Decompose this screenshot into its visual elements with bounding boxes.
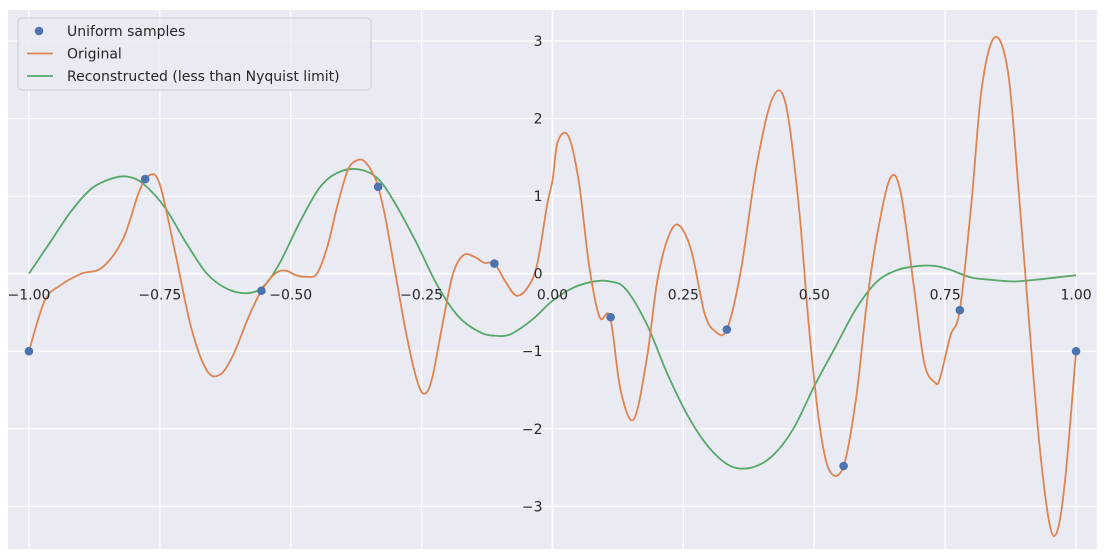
series-line-reconstructed [28, 168, 1077, 470]
y-tick-label: −3 [522, 499, 543, 515]
y-tick-label: 3 [534, 34, 543, 50]
x-tick-label: 0.00 [537, 288, 568, 304]
series-lines [28, 35, 1077, 538]
y-tick-label: 2 [534, 112, 543, 128]
sample-point [140, 174, 150, 184]
grid [8, 10, 1097, 549]
x-tick-label: −0.25 [400, 288, 443, 304]
x-tick-label: −0.75 [138, 288, 181, 304]
sample-point [606, 312, 615, 322]
legend-label: Reconstructed (less than Nyquist limit) [67, 69, 340, 85]
sample-point [1071, 346, 1081, 356]
series-line-original [28, 35, 1077, 538]
sample-point [839, 461, 848, 471]
x-tick-label: 1.00 [1060, 288, 1091, 304]
sample-point [24, 346, 34, 356]
x-tick-label: 0.25 [668, 288, 699, 304]
tick-labels: −1.00 −0.75 −0.50 −0.25 0.00 0.25 0.50 0.75 1.00… [7, 34, 1091, 515]
legend-items: Uniform samples Original Reconstructed (le… [27, 24, 340, 85]
legend: Uniform samples Original Reconstructed (le… [17, 17, 372, 91]
x-tick-label: −0.50 [269, 288, 312, 304]
sample-point [257, 286, 266, 296]
legend-marker-samples [34, 26, 44, 36]
y-tick-label: 1 [534, 189, 543, 205]
y-tick-label: −2 [522, 422, 543, 438]
sample-point [722, 325, 732, 334]
sample-point [955, 305, 965, 315]
legend-label: Original [67, 47, 122, 63]
y-tick-label: −1 [522, 344, 543, 360]
y-tick-label: 0 [534, 267, 543, 283]
legend-label: Uniform samples [67, 24, 185, 40]
sample-point [490, 259, 499, 268]
x-tick-label: −1.00 [7, 288, 50, 304]
x-tick-label: 0.50 [799, 288, 830, 304]
legend-box [17, 17, 372, 91]
series-points [24, 174, 1081, 471]
sample-point [373, 182, 383, 192]
x-tick-label: 0.75 [930, 288, 961, 304]
